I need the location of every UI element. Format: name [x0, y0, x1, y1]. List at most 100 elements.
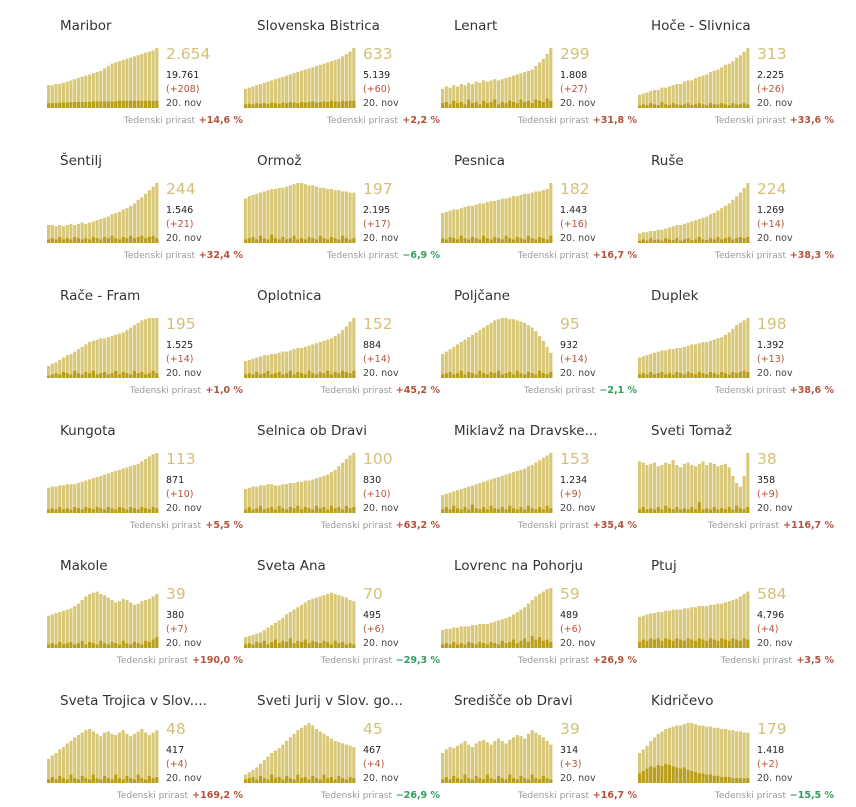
active-cases-bar	[322, 340, 326, 378]
municipality-card[interactable]: Sveta Trojica v Slov.... 48 417 (+4) 20. nov…	[47, 679, 243, 807]
active-cases-bar	[470, 747, 474, 783]
active-cases-bar	[645, 355, 649, 378]
municipality-name: Ormož	[257, 153, 302, 169]
active-cases-bar	[303, 346, 307, 378]
new-cases-bar	[333, 238, 337, 243]
municipality-card[interactable]: Lovrenc na Pohorju 59 489 (+6) 20. nov Tedens…	[441, 544, 637, 672]
daily-delta-value: (+14)	[363, 354, 391, 365]
new-cases-bar	[244, 644, 248, 648]
active-cases-bar	[731, 328, 735, 378]
municipality-card[interactable]: Pesnica 182 1.443 (+16) 20. nov Tedenski prir…	[441, 139, 637, 267]
new-cases-bar	[147, 100, 151, 108]
new-cases-bar	[288, 238, 292, 243]
municipality-card[interactable]: Šentilj 244 1.546 (+21) 20. nov Tedenski prir…	[47, 139, 243, 267]
new-cases-bar	[91, 101, 95, 108]
new-cases-bar	[121, 779, 125, 783]
municipality-card[interactable]: Maribor 2.654 19.761 (+208) 20. nov Tedenski …	[47, 4, 243, 132]
new-cases-bar	[497, 370, 501, 378]
new-cases-bar	[281, 640, 285, 648]
active-cases-bar	[251, 769, 255, 783]
active-cases-value: 633	[363, 45, 393, 63]
new-cases-bar	[285, 509, 289, 513]
active-cases-value: 584	[757, 585, 787, 603]
active-cases-bar	[660, 87, 664, 108]
new-cases-bar	[485, 374, 489, 378]
active-cases-bar	[735, 57, 739, 108]
new-cases-bar	[247, 778, 251, 783]
new-cases-bar	[258, 643, 263, 648]
new-cases-bar	[485, 644, 489, 648]
active-cases-bar	[50, 755, 54, 783]
new-cases-bar	[117, 374, 122, 378]
municipality-card[interactable]: Lenart 299 1.808 (+27) 20. nov Tedenski prira…	[441, 4, 637, 132]
municipality-card[interactable]: Kidričevo 179 1.418 (+2) 20. nov Tedenski pri…	[638, 679, 834, 807]
active-cases-bar	[151, 454, 155, 513]
weekly-growth-label: Tedenski prirast	[320, 656, 392, 666]
active-cases-bar	[478, 82, 482, 108]
municipality-card[interactable]: Rače - Fram 195 1.525 (+14) 20. nov Tedenski …	[47, 274, 243, 402]
new-cases-bar	[266, 779, 270, 783]
active-cases-bar	[151, 732, 155, 783]
municipality-card[interactable]: Sveti Jurij v Slov. go... 45 467 (+4) 20. no…	[244, 679, 440, 807]
active-cases-bar	[95, 477, 99, 513]
active-cases-bar	[735, 325, 739, 378]
active-cases-bar	[746, 591, 750, 648]
municipality-card[interactable]: Kungota 113 871 (+10) 20. nov Tedenski priras…	[47, 409, 243, 537]
active-cases-bar	[444, 211, 448, 243]
active-cases-bar	[708, 340, 713, 378]
municipality-card[interactable]: Ormož 197 2.195 (+17) 20. nov Tedenski priras…	[244, 139, 440, 267]
sparkline-chart	[47, 453, 159, 513]
new-cases-bar	[511, 508, 516, 513]
new-cases-bar	[493, 779, 497, 783]
active-cases-bar	[448, 492, 452, 513]
new-cases-bar	[288, 778, 292, 783]
active-cases-bar	[489, 744, 493, 783]
active-cases-bar	[645, 745, 649, 783]
active-cases-bar	[121, 209, 125, 243]
new-cases-bar	[292, 235, 296, 243]
municipality-card[interactable]: Ptuj 584 4.796 (+4) 20. nov Tedenski prirast +…	[638, 544, 834, 672]
active-cases-bar	[266, 190, 270, 243]
municipality-card[interactable]: Ruše 224 1.269 (+14) 20. nov Tedenski prirast…	[638, 139, 834, 267]
municipality-card[interactable]: Hoče - Slivnica 313 2.225 (+26) 20. nov Teden…	[638, 4, 834, 132]
municipality-card[interactable]: Miklavž na Dravske... 153 1.234 (+9) 20. nov…	[441, 409, 637, 537]
active-cases-bar	[694, 78, 698, 108]
active-cases-bar	[247, 487, 251, 513]
municipality-card[interactable]: Duplek 198 1.392 (+13) 20. nov Tedenski prira…	[638, 274, 834, 402]
municipality-card[interactable]: Makole 39 380 (+7) 20. nov Tedenski prirast +1…	[47, 544, 243, 672]
municipality-card[interactable]: Oplotnica 152 884 (+14) 20. nov Tedenski prir…	[244, 274, 440, 402]
new-cases-bar	[701, 639, 705, 648]
active-cases-bar	[641, 356, 645, 378]
new-cases-bar	[671, 374, 675, 378]
new-cases-bar	[95, 101, 99, 108]
date-label: 20. nov	[363, 98, 399, 109]
new-cases-bar	[441, 103, 445, 108]
active-cases-bar	[701, 725, 705, 783]
new-cases-bar	[73, 778, 77, 783]
municipality-card[interactable]: Poljčane 95 932 (+14) 20. nov Tedenski priras…	[441, 274, 637, 402]
new-cases-bar	[526, 100, 530, 108]
new-cases-bar	[448, 104, 452, 108]
new-cases-bar	[311, 101, 315, 108]
new-cases-bar	[61, 644, 66, 648]
new-cases-bar	[270, 234, 274, 243]
new-cases-bar	[296, 640, 300, 648]
new-cases-bar	[667, 765, 671, 783]
active-cases-bar	[705, 342, 709, 378]
active-cases-bar	[694, 466, 698, 513]
municipality-card[interactable]: Selnica ob Dravi 100 830 (+10) 20. nov Tedens…	[244, 409, 440, 537]
new-cases-bar	[247, 238, 251, 243]
daily-delta-value: (+9)	[560, 489, 582, 500]
municipality-card[interactable]: Sveti Tomaž 38 358 (+9) 20. nov Tedenski prir…	[638, 409, 834, 537]
municipality-name: Kidričevo	[651, 693, 714, 709]
new-cases-bar	[54, 373, 58, 378]
date-label: 20. nov	[363, 638, 399, 649]
municipality-card[interactable]: Središče ob Dravi 39 314 (+3) 20. nov Tedensk…	[441, 679, 637, 807]
new-cases-bar	[497, 238, 501, 243]
municipality-card[interactable]: Slovenska Bistrica 633 5.139 (+60) 20. nov Te…	[244, 4, 440, 132]
new-cases-bar	[54, 509, 58, 513]
active-cases-bar	[441, 495, 445, 513]
active-cases-bar	[459, 342, 463, 378]
municipality-card[interactable]: Sveta Ana 70 495 (+6) 20. nov Tedenski priras…	[244, 544, 440, 672]
new-cases-bar	[84, 102, 88, 108]
